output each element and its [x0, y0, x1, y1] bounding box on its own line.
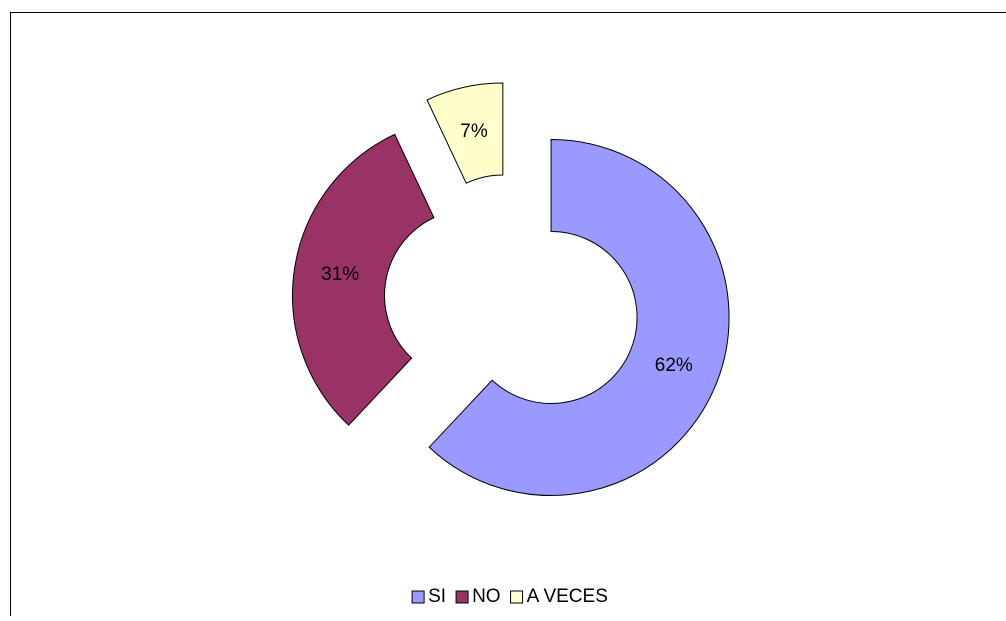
- data-label: 7%: [460, 121, 488, 142]
- legend-swatch: [456, 591, 468, 603]
- data-label: 31%: [321, 264, 359, 285]
- legend-label: SI: [428, 586, 446, 607]
- legend-swatch: [412, 591, 424, 603]
- data-label: 62%: [655, 355, 693, 376]
- legend-label: NO: [472, 586, 501, 607]
- legend-swatch: [511, 591, 523, 603]
- chart-frame: [11, 13, 1006, 617]
- legend-label: A VECES: [527, 586, 608, 607]
